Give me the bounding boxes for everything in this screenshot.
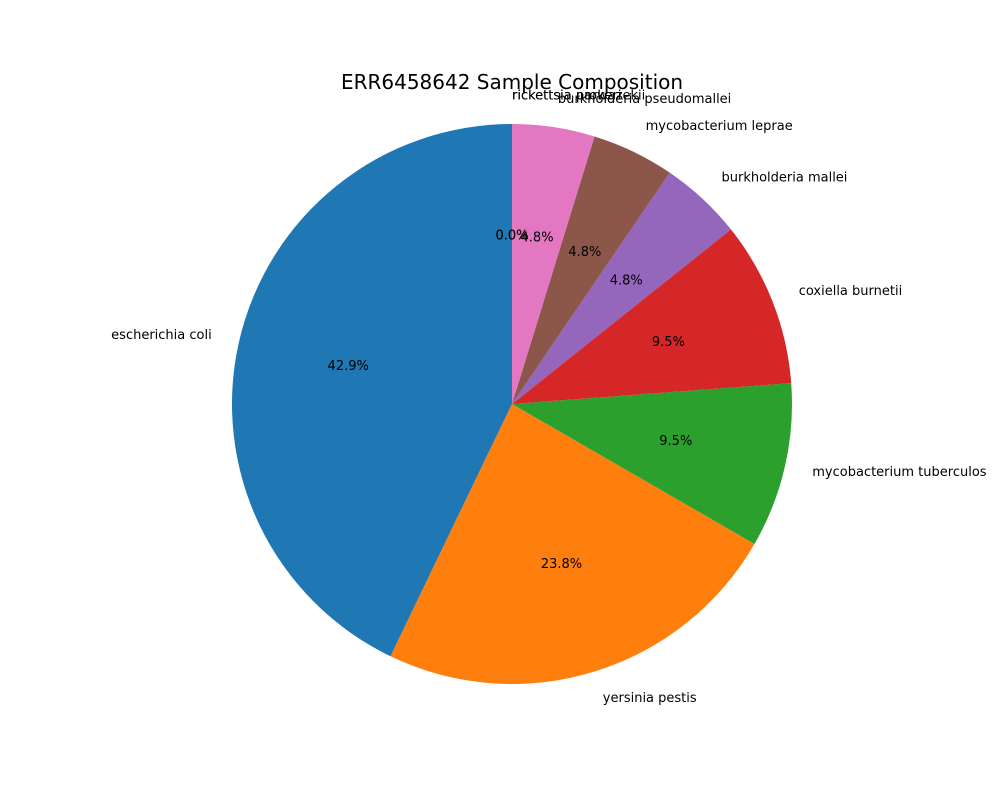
slice-label-mycobacterium-tuberculos: mycobacterium tuberculos <box>812 465 987 480</box>
pct-label-mycobacterium-leprae: 4.8% <box>568 245 601 260</box>
slice-label-yersinia-pestis: yersinia pestis <box>603 691 697 706</box>
pct-label-rickettsia-prowazekii: 0.0% <box>495 229 528 244</box>
pie-slice-burkholderia-mallei <box>512 172 731 404</box>
pie-slice-escherichia-coli <box>231 124 513 657</box>
pct-label-yersinia-pestis: 23.8% <box>541 557 582 572</box>
slice-label-escherichia-coli: escherichia coli <box>111 328 212 343</box>
slice-label-rickettsia-parkeri: rickettsia parkeri <box>512 89 621 104</box>
pie-slice-burkholderia-pseudomallei <box>512 124 595 404</box>
pie-slice-mycobacterium-tuberculos <box>512 383 792 544</box>
pct-label-rickettsia-parkeri: 0.0% <box>495 229 528 244</box>
slice-label-mycobacterium-leprae: mycobacterium leprae <box>646 119 793 134</box>
pct-label-coxiella-burnetii: 9.5% <box>652 335 685 350</box>
slice-label-burkholderia-mallei: burkholderia mallei <box>721 171 847 186</box>
chart-title: ERR6458642 Sample Composition <box>341 70 683 94</box>
pct-label-burkholderia-mallei: 4.8% <box>610 273 643 288</box>
pie-slice-mycobacterium-leprae <box>512 136 670 404</box>
slice-label-coxiella-burnetii: coxiella burnetii <box>799 284 903 299</box>
pct-label-mycobacterium-tuberculos: 9.5% <box>659 434 692 449</box>
slice-labels: escherichia coli yersinia pestis mycobacte… <box>111 89 987 706</box>
pie-slice-yersinia-pestis <box>390 404 755 684</box>
percentage-labels: 42.9%23.8%9.5%9.5%4.8%4.8%4.8%0.0%0.0% <box>328 229 693 573</box>
pie-slices <box>231 124 792 684</box>
slice-label-burkholderia-pseudomallei: burkholderia pseudomallei <box>558 92 731 107</box>
pct-label-burkholderia-pseudomallei: 4.8% <box>521 230 554 245</box>
slice-label-rickettsia-prowazekii: rickettsia prowazekii <box>512 89 645 104</box>
pct-label-escherichia-coli: 42.9% <box>328 359 369 374</box>
pie-slice-coxiella-burnetii <box>512 229 792 404</box>
